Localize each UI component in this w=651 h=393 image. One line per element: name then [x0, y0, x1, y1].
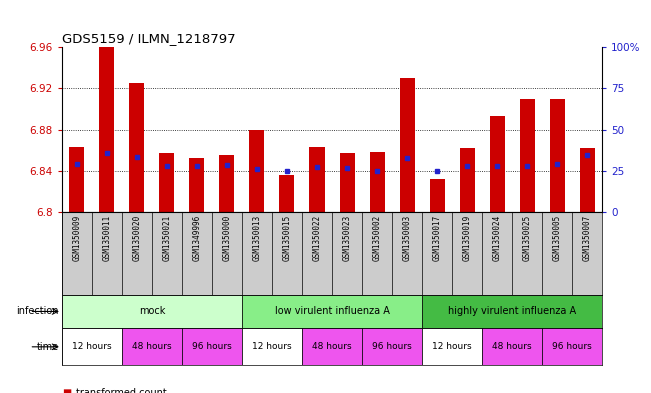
Text: highly virulent influenza A: highly virulent influenza A — [448, 307, 576, 316]
Bar — [400, 78, 415, 212]
Text: GSM1350017: GSM1350017 — [432, 215, 441, 261]
Text: GSM1350005: GSM1350005 — [553, 215, 562, 261]
Bar — [62, 328, 122, 365]
Text: GSM1350020: GSM1350020 — [132, 215, 141, 261]
Bar — [100, 47, 115, 212]
Bar — [460, 148, 475, 212]
Text: GSM1350024: GSM1350024 — [493, 215, 502, 261]
Bar — [579, 148, 594, 212]
Text: 12 hours: 12 hours — [252, 342, 292, 351]
Text: GSM1350011: GSM1350011 — [102, 215, 111, 261]
Text: low virulent influenza A: low virulent influenza A — [275, 307, 389, 316]
Bar — [430, 179, 445, 212]
Bar — [219, 156, 234, 212]
Bar — [122, 328, 182, 365]
Text: GSM1350009: GSM1350009 — [72, 215, 81, 261]
Text: transformed count: transformed count — [76, 388, 167, 393]
Bar — [182, 328, 242, 365]
Text: 96 hours: 96 hours — [552, 342, 592, 351]
Text: GSM1350021: GSM1350021 — [162, 215, 171, 261]
Text: GSM1350002: GSM1350002 — [372, 215, 381, 261]
Bar — [309, 147, 324, 212]
Text: GSM1350000: GSM1350000 — [223, 215, 232, 261]
Bar — [62, 295, 242, 328]
Text: GSM1350022: GSM1350022 — [312, 215, 322, 261]
Bar — [549, 99, 564, 212]
Text: GSM1350003: GSM1350003 — [402, 215, 411, 261]
Text: GSM1350023: GSM1350023 — [342, 215, 352, 261]
Bar — [159, 153, 174, 212]
Bar — [242, 328, 302, 365]
Text: 12 hours: 12 hours — [72, 342, 112, 351]
Text: GSM1349996: GSM1349996 — [193, 215, 201, 261]
Bar — [279, 175, 294, 212]
Bar — [519, 99, 534, 212]
Bar — [362, 328, 422, 365]
Text: 96 hours: 96 hours — [372, 342, 412, 351]
Text: GSM1350013: GSM1350013 — [253, 215, 262, 261]
Text: infection: infection — [16, 307, 59, 316]
Bar — [422, 328, 482, 365]
Text: GSM1350015: GSM1350015 — [283, 215, 292, 261]
Text: GSM1350025: GSM1350025 — [523, 215, 532, 261]
Bar — [130, 83, 145, 212]
Text: GSM1350019: GSM1350019 — [463, 215, 471, 261]
Bar — [542, 328, 602, 365]
Bar — [490, 116, 505, 212]
Text: time: time — [36, 342, 59, 352]
Text: ■: ■ — [62, 388, 71, 393]
Text: GDS5159 / ILMN_1218797: GDS5159 / ILMN_1218797 — [62, 31, 236, 44]
Text: 48 hours: 48 hours — [132, 342, 172, 351]
Text: GSM1350007: GSM1350007 — [583, 215, 592, 261]
Text: 12 hours: 12 hours — [432, 342, 472, 351]
Text: 96 hours: 96 hours — [192, 342, 232, 351]
Bar — [249, 130, 264, 212]
Text: mock: mock — [139, 307, 165, 316]
Bar — [242, 295, 422, 328]
Bar — [189, 158, 204, 212]
Text: 48 hours: 48 hours — [312, 342, 352, 351]
Bar — [302, 328, 362, 365]
Bar — [422, 295, 602, 328]
Bar — [70, 147, 85, 212]
Text: 48 hours: 48 hours — [492, 342, 532, 351]
Bar — [370, 152, 385, 212]
Bar — [340, 153, 355, 212]
Bar — [482, 328, 542, 365]
